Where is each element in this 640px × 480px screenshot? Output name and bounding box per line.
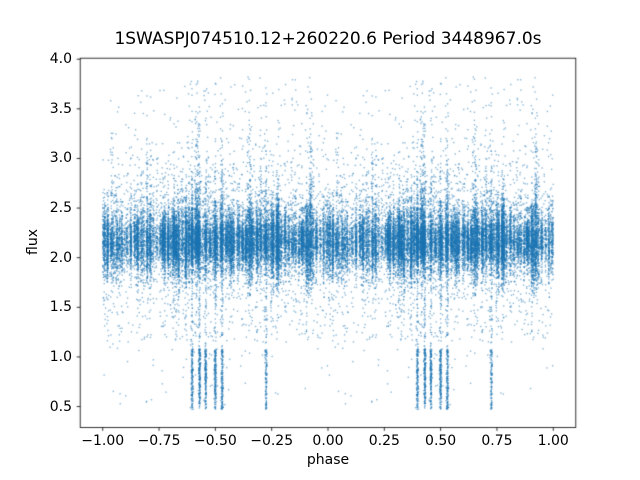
- y-tick-label: 4.0: [49, 51, 72, 68]
- y-tick-label: 1.0: [49, 348, 72, 365]
- x-tick-label: −0.25: [250, 433, 294, 449]
- chart-title: 1SWASPJ074510.12+260220.6 Period 3448967…: [114, 29, 542, 49]
- x-axis-label: phase: [306, 452, 350, 468]
- x-tick-label: −1.00: [81, 433, 125, 449]
- x-tick-label: 0.75: [481, 433, 513, 449]
- y-tick-label: 2.5: [49, 200, 72, 217]
- y-tick-label: 2.0: [49, 249, 72, 266]
- y-tick-label: 3.5: [49, 100, 72, 117]
- x-tick-label: 0.50: [425, 433, 457, 449]
- x-tick-label: 0.00: [312, 433, 344, 449]
- y-tick-label: 3.0: [49, 150, 72, 167]
- x-tick-label: −0.75: [137, 433, 181, 449]
- y-tick-label: 1.5: [49, 299, 72, 316]
- x-tick-label: −0.50: [193, 433, 237, 449]
- x-tick-label: 0.25: [368, 433, 400, 449]
- x-tick-label: 1.00: [537, 433, 569, 449]
- y-tick-label: 0.5: [49, 398, 72, 415]
